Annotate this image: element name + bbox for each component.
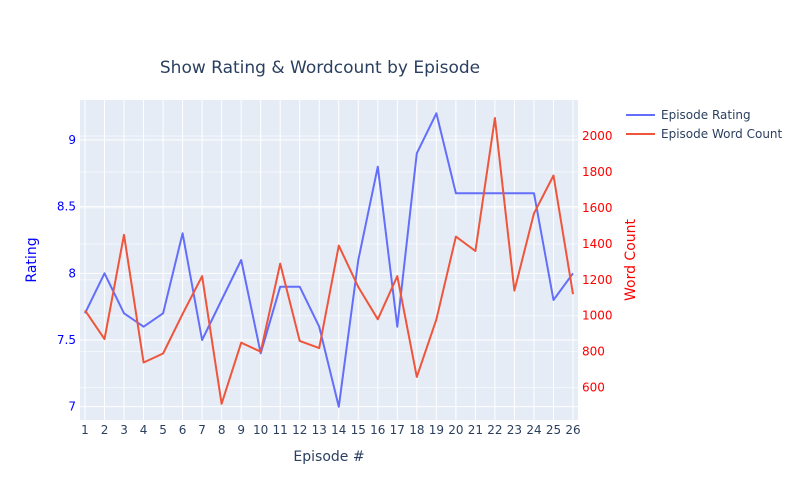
x-tick-label: 25: [546, 423, 561, 437]
x-tick-label: 11: [273, 423, 288, 437]
x-tick-label: 22: [487, 423, 502, 437]
y2-ticks: 600 800 1000 1200 1400 1600 1800 2000: [582, 129, 613, 395]
x-tick-label: 5: [159, 423, 167, 437]
y-tick-label: 8: [68, 266, 76, 280]
y2-tick-label: 800: [582, 345, 605, 359]
chart-title: Show Rating & Wordcount by Episode: [160, 58, 480, 78]
x-tick-label: 21: [468, 423, 483, 437]
y2-tick-label: 1800: [582, 165, 613, 179]
x-tick-label: 13: [312, 423, 327, 437]
legend-item[interactable]: Episode Rating: [626, 108, 751, 122]
x-tick-label: 24: [526, 423, 541, 437]
plot-background: [80, 100, 578, 420]
y2-tick-label: 2000: [582, 129, 613, 143]
series-line-rating: [84, 112, 574, 408]
x-tick-label: 17: [390, 423, 405, 437]
y2-tick-label: 600: [582, 381, 605, 395]
x-tick-label: 20: [448, 423, 463, 437]
x-tick-label: 4: [140, 423, 148, 437]
y2-tick-label: 1000: [582, 309, 613, 323]
y-tick-label: 7.5: [57, 333, 76, 347]
legend-label: Episode Word Count: [661, 127, 783, 141]
x-tick-label: 23: [507, 423, 522, 437]
x-tick-label: 9: [237, 423, 245, 437]
x-tick-label: 2: [101, 423, 109, 437]
y-tick-label: 8.5: [57, 200, 76, 214]
y2-tick-label: 1200: [582, 273, 613, 287]
x-tick-label: 16: [370, 423, 385, 437]
x-tick-label: 18: [409, 423, 424, 437]
x-tick-label: 8: [218, 423, 226, 437]
legend[interactable]: Episode Rating Episode Word Count: [626, 108, 783, 141]
x-tick-label: 15: [351, 423, 366, 437]
legend-item[interactable]: Episode Word Count: [626, 127, 783, 141]
series-line-word-count: [84, 117, 574, 405]
x-tick-label: 14: [331, 423, 346, 437]
x-tick-label: 10: [253, 423, 268, 437]
y-axis-title: Rating: [24, 237, 40, 282]
x-tick-label: 26: [565, 423, 580, 437]
x-tick-label: 6: [179, 423, 187, 437]
y-tick-label: 9: [68, 133, 76, 147]
x-tick-label: 7: [198, 423, 206, 437]
grid: [80, 100, 578, 420]
y2-tick-label: 1600: [582, 201, 613, 215]
series-lines: [84, 112, 574, 408]
x-axis-title: Episode #: [293, 449, 364, 465]
x-ticks: 1 2 3 4 5 6 7 8 9 10 11 12 13 14 15 16 17 18 19 20 21 22 23 24 2…: [81, 423, 580, 437]
y-ticks: 7 7.5 8 8.5 9: [57, 133, 76, 414]
x-tick-label: 12: [292, 423, 307, 437]
x-tick-label: 3: [120, 423, 128, 437]
y2-axis-title: Word Count: [623, 218, 639, 301]
y-tick-label: 7: [68, 400, 76, 414]
x-tick-label: 1: [81, 423, 89, 437]
y2-tick-label: 1400: [582, 237, 613, 251]
legend-label: Episode Rating: [661, 108, 751, 122]
x-tick-label: 19: [429, 423, 444, 437]
